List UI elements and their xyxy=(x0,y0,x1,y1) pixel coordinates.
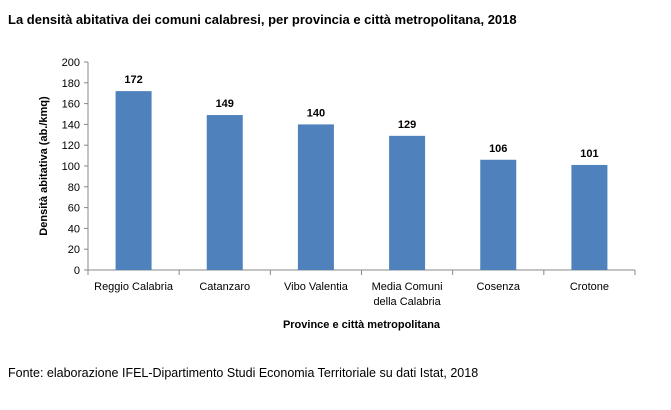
bar xyxy=(206,115,243,270)
chart-title: La densità abitativa dei comuni calabres… xyxy=(8,12,517,27)
y-tick-label: 0 xyxy=(74,265,80,277)
chart-axes xyxy=(84,61,636,275)
bar xyxy=(571,164,608,270)
y-axis-label: Densità abitativa (ab./kmq) xyxy=(38,96,50,236)
data-label: 101 xyxy=(580,148,598,160)
x-tick-label: Vibo Valentia xyxy=(284,281,349,293)
data-label: 140 xyxy=(307,107,325,119)
data-label: 129 xyxy=(398,119,416,131)
y-tick-label: 140 xyxy=(62,119,80,131)
x-tick-label: Reggio Calabria xyxy=(94,281,174,293)
y-tick-label: 100 xyxy=(62,161,80,173)
y-tick-label: 200 xyxy=(62,57,80,69)
bar xyxy=(389,135,426,270)
data-label: 106 xyxy=(489,143,507,155)
x-tick-label: Cosenza xyxy=(477,281,521,293)
bar xyxy=(480,159,517,270)
x-tick-label: Crotone xyxy=(570,281,609,293)
y-tick-label: 80 xyxy=(68,182,80,194)
source-note: Fonte: elaborazione IFEL-Dipartimento St… xyxy=(8,366,479,380)
y-tick-label: 60 xyxy=(68,203,80,215)
y-tick-label: 40 xyxy=(68,223,80,235)
y-tick-label: 160 xyxy=(62,99,80,111)
bar xyxy=(297,124,334,271)
data-label: 149 xyxy=(216,98,234,110)
chart-bars xyxy=(115,91,608,271)
bar xyxy=(115,91,152,271)
y-tick-label: 120 xyxy=(62,140,80,152)
data-label: 172 xyxy=(124,74,142,86)
chart-labels: 0 20 40 60 80 100 120 140 160 180 200 172 Reggio Cal… xyxy=(62,57,609,308)
y-tick-label: 180 xyxy=(62,78,80,90)
x-axis-label: Province e città metropolitana xyxy=(283,319,441,331)
x-tick-label: Media Comuni della Calabria xyxy=(372,281,443,308)
y-tick-label: 20 xyxy=(68,244,80,256)
x-tick-label: Catanzaro xyxy=(199,281,250,293)
